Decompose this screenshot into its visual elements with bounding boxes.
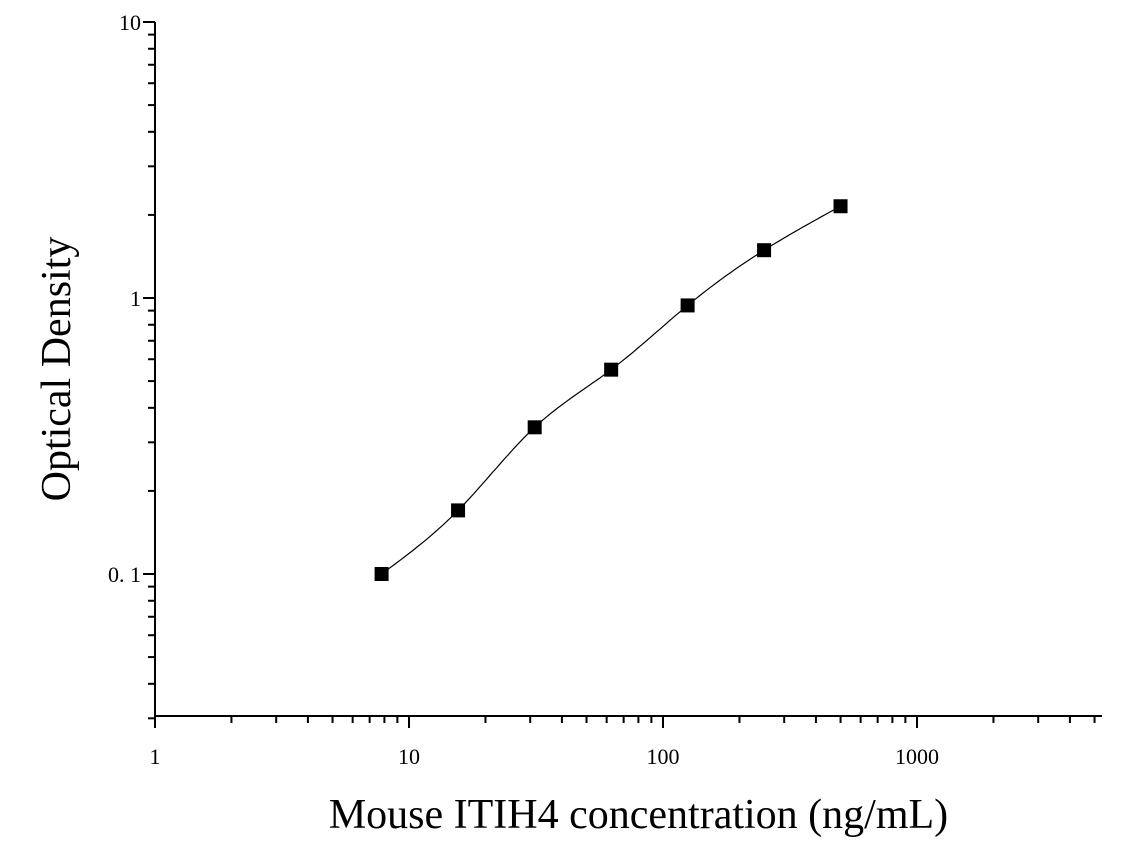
x-axis-title: Mouse ITIH4 concentration (ng/mL) — [329, 792, 948, 838]
data-point — [451, 503, 466, 518]
data-points — [374, 199, 848, 581]
y-tick-label: 10 — [119, 10, 141, 35]
x-tick-label: 100 — [647, 744, 680, 769]
data-point — [833, 199, 848, 214]
y-axis-title: Optical Density — [34, 237, 80, 502]
axes: 1 10 100 1000 0. 1 1 10 — [108, 10, 1102, 769]
x-tick-label: 1000 — [895, 744, 939, 769]
y-ticks: 0. 1 1 10 — [108, 10, 155, 720]
y-tick-label: 1 — [130, 286, 141, 311]
data-point — [757, 243, 772, 258]
y-tick-label: 0. 1 — [108, 562, 141, 587]
data-point — [374, 567, 389, 581]
data-point — [527, 420, 542, 435]
x-tick-label: 1 — [150, 744, 161, 769]
x-tick-label: 10 — [398, 744, 420, 769]
x-ticks: 1 10 100 1000 — [150, 716, 1096, 769]
fit-curve — [381, 205, 841, 575]
data-point — [680, 298, 695, 313]
data-point — [604, 362, 619, 377]
